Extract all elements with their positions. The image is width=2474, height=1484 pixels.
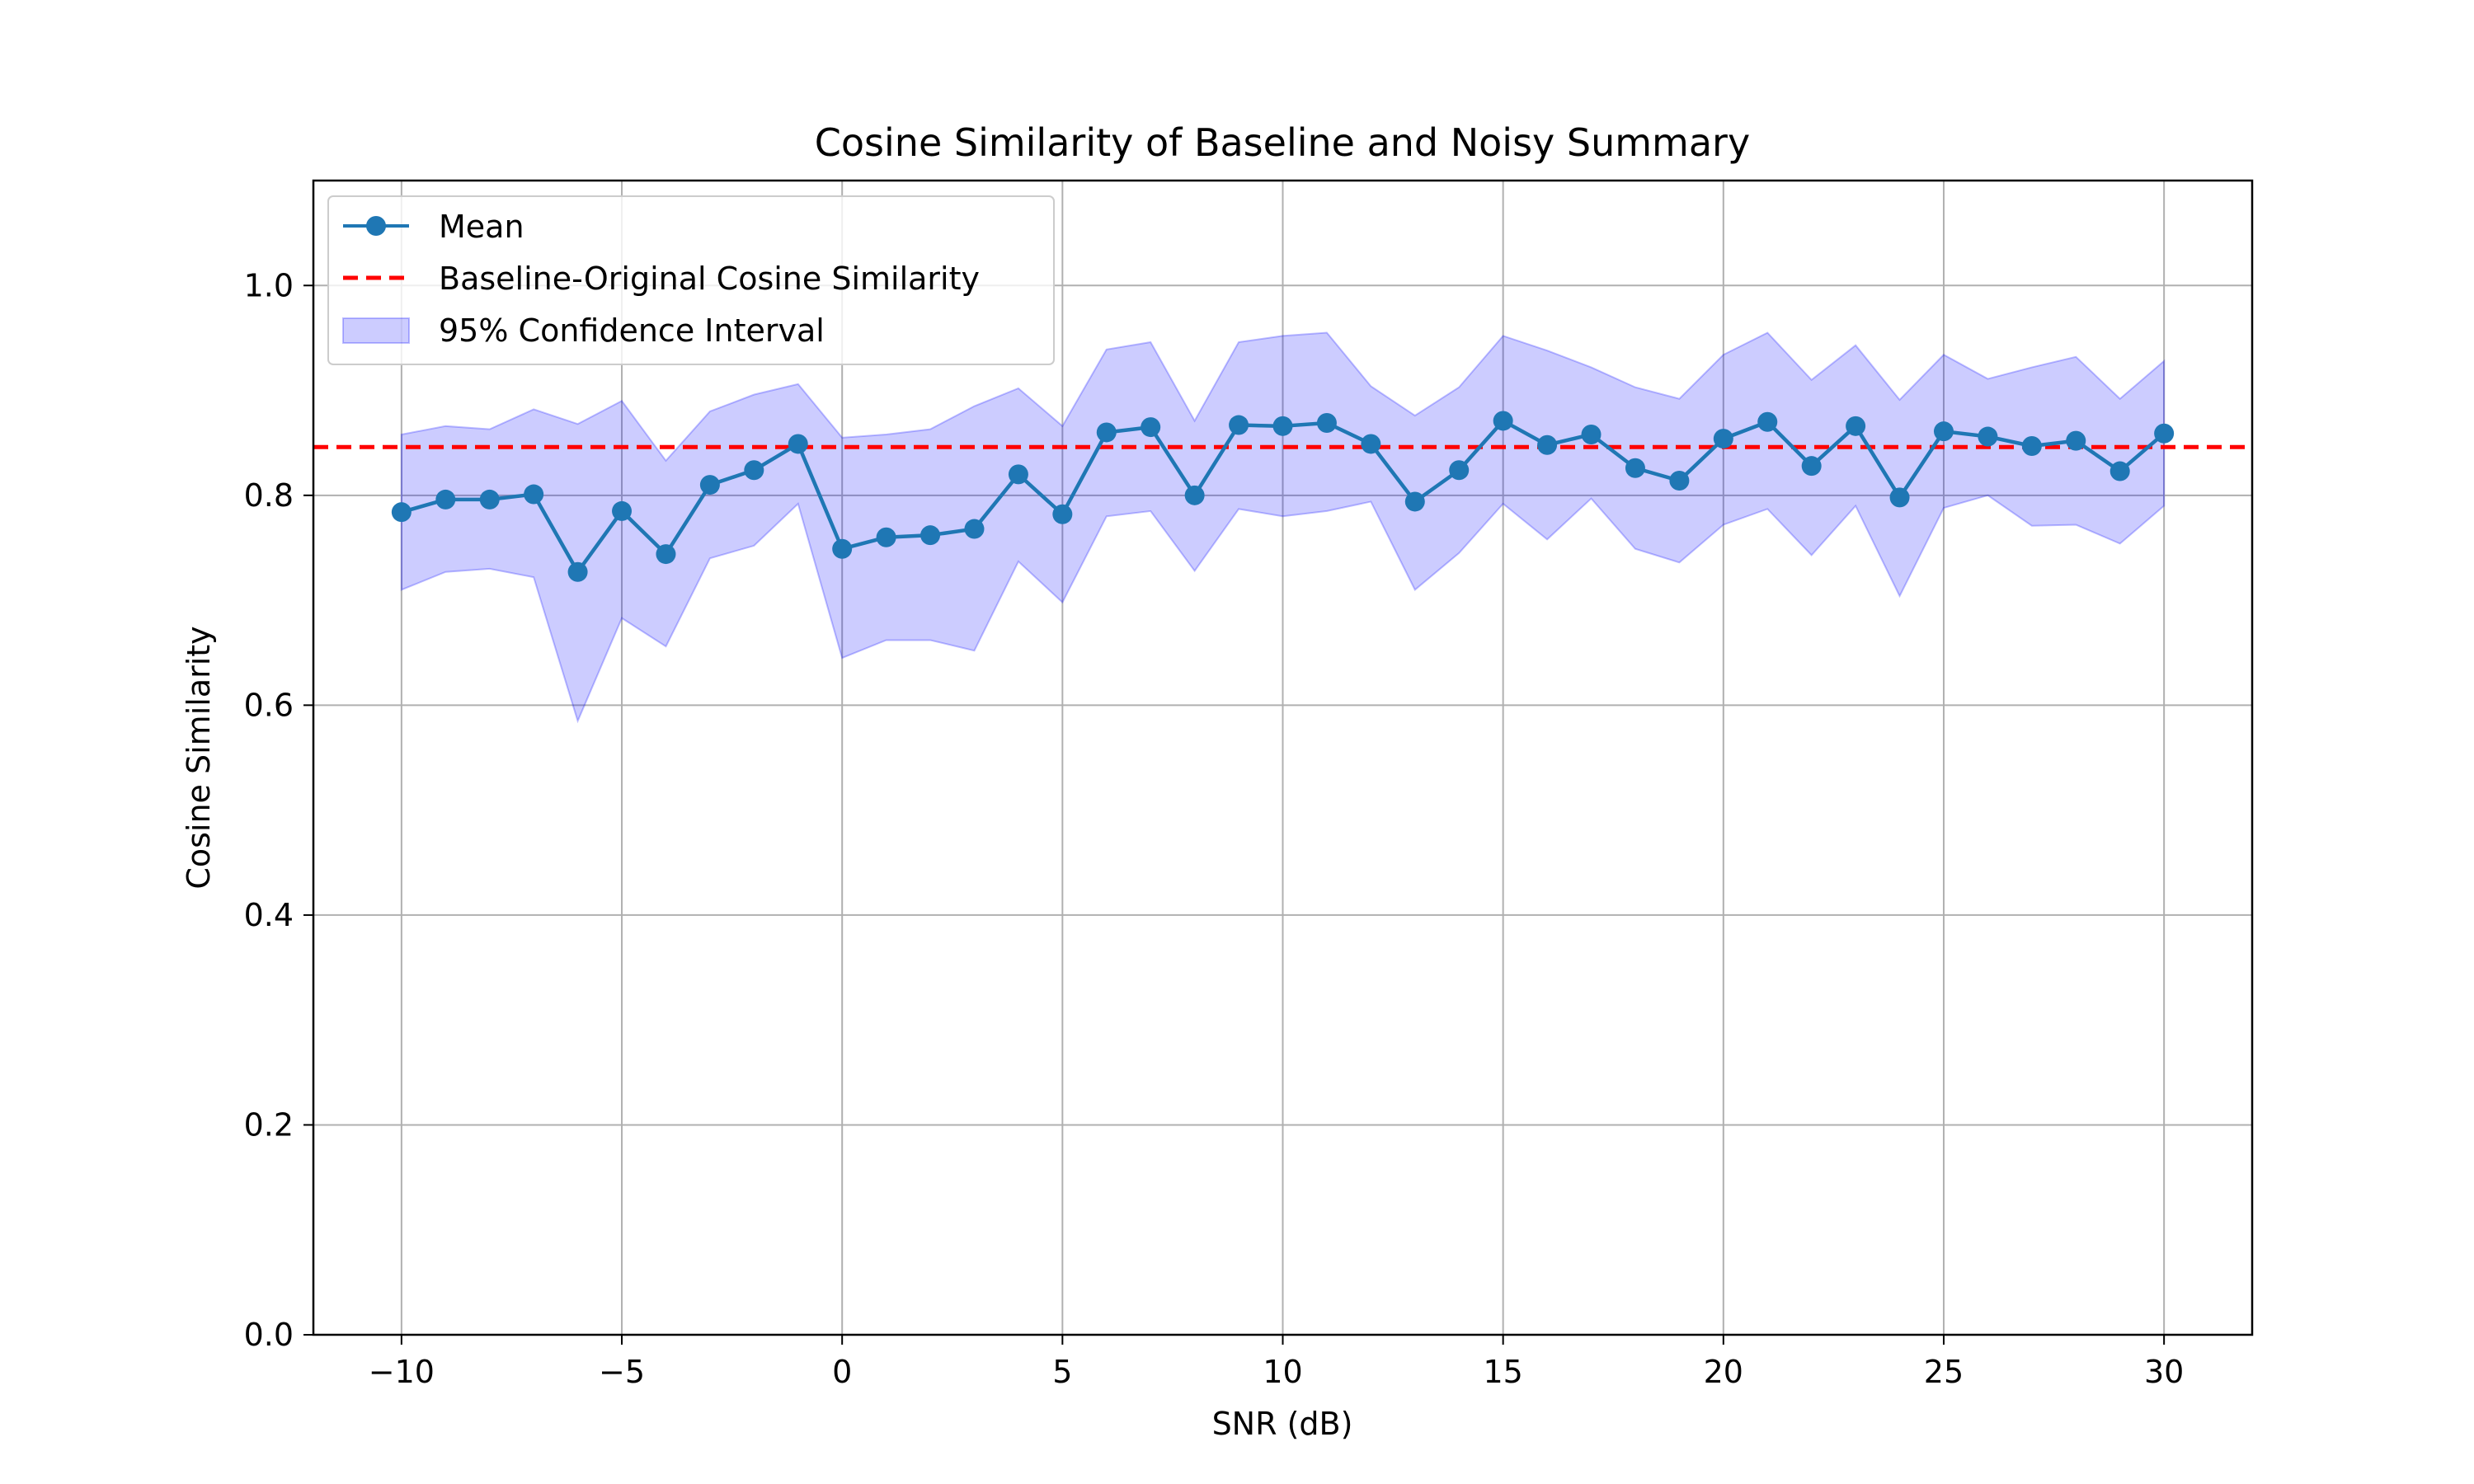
- legend-ci-label: 95% Confidence Interval: [439, 312, 825, 349]
- mean-point: [1096, 422, 1117, 443]
- mean-point: [2154, 423, 2175, 444]
- mean-point: [1361, 434, 1381, 454]
- mean-point: [479, 489, 500, 510]
- y-tick-label: 0.8: [244, 477, 294, 514]
- mean-point: [1846, 416, 1866, 436]
- mean-point: [1316, 413, 1337, 433]
- mean-point: [920, 525, 941, 546]
- mean-point: [1404, 491, 1425, 512]
- mean-point: [1449, 460, 1470, 481]
- x-axis-label: SNR (dB): [1212, 1406, 1353, 1442]
- mean-point: [612, 500, 633, 521]
- x-tick-label: 10: [1263, 1354, 1302, 1390]
- mean-point: [435, 489, 456, 510]
- mean-point: [1272, 416, 1293, 436]
- mean-point: [2109, 461, 2130, 481]
- y-axis-label: Cosine Similarity: [181, 626, 217, 889]
- mean-point: [1141, 417, 1161, 438]
- mean-point: [699, 475, 720, 495]
- mean-point: [2021, 436, 2042, 456]
- mean-point: [567, 561, 588, 582]
- legend-mean-label: Mean: [439, 209, 524, 245]
- x-tick-label: −10: [369, 1354, 435, 1390]
- mean-point: [876, 527, 896, 547]
- mean-point: [1052, 504, 1073, 524]
- y-axis: 0.0 0.2 0.4 0.6 0.8 1.0: [244, 267, 313, 1353]
- chart-title: Cosine Similarity of Baseline and Noisy …: [815, 120, 1750, 165]
- mean-point: [1581, 425, 1602, 444]
- mean-point: [1008, 464, 1028, 485]
- mean-point: [1801, 456, 1822, 477]
- mean-point: [2066, 430, 2086, 451]
- y-tick-label: 0.0: [244, 1317, 294, 1353]
- mean-point: [964, 519, 985, 539]
- mean-point: [391, 502, 412, 523]
- mean-point: [1537, 434, 1558, 455]
- mean-point: [744, 460, 764, 481]
- mean-point: [1713, 429, 1733, 449]
- mean-point: [832, 538, 853, 559]
- y-tick-label: 0.2: [244, 1106, 294, 1143]
- mean-series: [391, 411, 2175, 582]
- legend-box: [327, 195, 1055, 365]
- mean-point: [524, 484, 544, 505]
- legend-mean-marker: [366, 216, 386, 236]
- x-tick-label: 25: [1924, 1354, 1964, 1390]
- x-axis: −10 −5 0 5 10 15 20 25 30: [369, 1335, 2184, 1390]
- x-tick-label: 5: [1052, 1354, 1072, 1390]
- x-tick-label: 30: [2144, 1354, 2184, 1390]
- y-tick-label: 1.0: [244, 267, 294, 303]
- mean-point: [1229, 415, 1249, 435]
- mean-point: [1757, 411, 1778, 432]
- mean-point: [1978, 426, 1998, 447]
- legend-baseline-label: Baseline-Original Cosine Similarity: [439, 261, 980, 297]
- mean-point: [1669, 471, 1690, 491]
- y-tick-label: 0.6: [244, 687, 294, 723]
- x-tick-label: −5: [599, 1354, 645, 1390]
- legend: Mean Baseline-Original Cosine Similarity…: [327, 195, 1055, 365]
- legend-ci-swatch: [342, 317, 410, 344]
- mean-point: [788, 434, 808, 454]
- x-tick-label: 0: [832, 1354, 852, 1390]
- x-tick-label: 15: [1483, 1354, 1522, 1390]
- mean-point: [656, 544, 676, 565]
- mean-point: [1889, 487, 1910, 508]
- mean-point: [1933, 421, 1954, 442]
- x-tick-label: 20: [1704, 1354, 1743, 1390]
- mean-point: [1625, 458, 1645, 478]
- mean-point: [1184, 485, 1205, 505]
- mean-point: [1493, 411, 1513, 431]
- y-tick-label: 0.4: [244, 897, 294, 933]
